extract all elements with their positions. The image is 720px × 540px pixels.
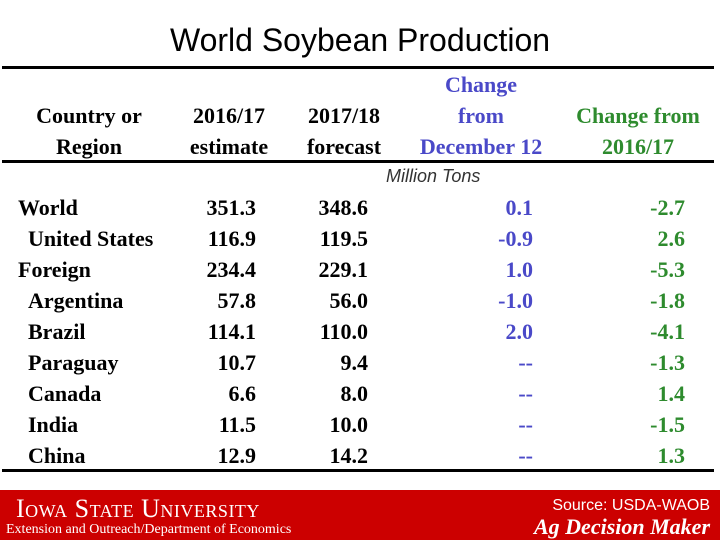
header-estimate: 2016/17 estimate <box>172 100 286 162</box>
header-change-dec-line2: from <box>457 103 505 128</box>
row-forecast: 110.0 <box>319 319 368 344</box>
row-forecast: 8.0 <box>340 381 369 406</box>
isu-logo: Iowa State University <box>16 494 260 523</box>
header-estimate-line1: 2016/17 <box>192 103 266 128</box>
row-change-dec: -- <box>518 443 533 468</box>
row-name: Argentina <box>28 288 124 313</box>
row-name: Paraguay <box>28 350 119 375</box>
header-country-line1: Country or <box>36 103 142 128</box>
row-name: Brazil <box>28 319 86 344</box>
row-change-prev: -4.1 <box>650 319 685 344</box>
header-forecast-line1: 2017/18 <box>307 103 381 128</box>
row-name: Foreign <box>18 257 91 282</box>
header-change-prev-line1: Change from <box>576 103 700 128</box>
ag-decision-maker-logo: Ag Decision Maker <box>534 514 710 539</box>
page-title: World Soybean Production <box>169 22 551 58</box>
row-name: India <box>28 412 79 437</box>
row-change-prev: -5.3 <box>650 257 685 282</box>
row-forecast: 10.0 <box>329 412 369 437</box>
row-forecast: 14.2 <box>329 443 369 468</box>
row-change-prev: 1.3 <box>657 443 686 468</box>
row-name: Canada <box>28 381 102 406</box>
row-change-prev: -2.7 <box>650 195 685 220</box>
row-estimate: 12.9 <box>217 443 257 468</box>
footer-bar <box>0 490 720 540</box>
footer-subtitle: Extension and Outreach/Department of Eco… <box>6 522 292 537</box>
row-name: China <box>28 443 86 468</box>
header-forecast: 2017/18 forecast <box>290 100 398 162</box>
header-change-dec: Change from December 12 <box>404 69 558 162</box>
row-forecast: 56.0 <box>329 288 369 313</box>
row-change-prev: 2.6 <box>657 226 686 251</box>
header-change-prev-line2: 2016/17 <box>601 134 675 159</box>
row-change-dec: -- <box>518 350 533 375</box>
header-estimate-line2: estimate <box>189 134 269 159</box>
row-change-dec: -0.9 <box>498 226 533 251</box>
row-change-prev: -1.8 <box>650 288 685 313</box>
row-change-dec: 1.0 <box>505 257 534 282</box>
header-change-dec-line3: December 12 <box>419 134 543 159</box>
top-rule <box>2 66 714 69</box>
row-estimate: 6.6 <box>228 381 257 406</box>
row-estimate: 234.4 <box>206 257 257 282</box>
source-label: Source: USDA-WAOB <box>552 497 710 514</box>
row-forecast: 229.1 <box>318 257 369 282</box>
row-estimate: 10.7 <box>217 350 257 375</box>
header-country-line2: Region <box>56 134 122 159</box>
row-change-dec: -1.0 <box>498 288 533 313</box>
row-estimate: 114.1 <box>207 319 256 344</box>
row-estimate: 351.3 <box>206 195 257 220</box>
header-change-dec-line1: Change <box>444 72 518 97</box>
row-estimate: 57.8 <box>217 288 257 313</box>
header-forecast-line2: forecast <box>306 134 382 159</box>
units-label: Million Tons <box>386 166 481 186</box>
header-change-prev: Change from 2016/17 <box>560 100 716 162</box>
row-change-prev: -1.5 <box>650 412 685 437</box>
row-change-dec: 0.1 <box>505 195 534 220</box>
row-forecast: 348.6 <box>318 195 369 220</box>
row-name: United States <box>28 226 154 251</box>
row-change-prev: -1.3 <box>650 350 685 375</box>
row-change-dec: 2.0 <box>505 319 534 344</box>
row-change-prev: 1.4 <box>657 381 686 406</box>
header-rule <box>2 160 714 163</box>
row-forecast: 119.5 <box>319 226 368 251</box>
row-change-dec: -- <box>518 381 533 406</box>
row-estimate: 11.5 <box>218 412 256 437</box>
row-change-dec: -- <box>518 412 533 437</box>
row-estimate: 116.9 <box>207 226 256 251</box>
row-name: World <box>18 195 78 220</box>
row-forecast: 9.4 <box>340 350 369 375</box>
header-country: Country or Region <box>14 100 164 162</box>
bottom-rule <box>2 469 714 472</box>
